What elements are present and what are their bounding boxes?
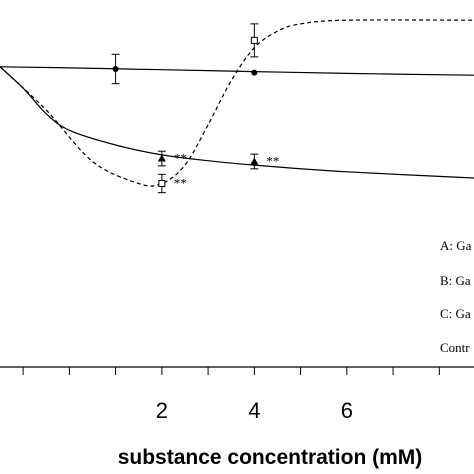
significance-label: ** (174, 176, 187, 191)
significance-label: ** (174, 151, 187, 166)
series-line-1 (0, 66, 474, 76)
legend-entry: A: Ga (440, 238, 472, 253)
plot-area: ** ** ** (0, 19, 474, 194)
data-point-circle (112, 65, 119, 72)
x-axis-label: substance concentration (mM) (118, 446, 423, 469)
significance-label: ** (266, 153, 279, 168)
data-point-triangle (250, 157, 259, 165)
legend-entry: B: Ga (440, 273, 471, 288)
data-point-square (250, 36, 258, 44)
x-tick-label: 6 (341, 398, 353, 423)
data-point-square (158, 180, 166, 187)
legend-entry: C: Ga (440, 306, 471, 321)
series-line-3 (0, 19, 474, 187)
data-point-triangle (157, 154, 166, 162)
x-axis: 2 4 6 (0, 366, 474, 423)
x-tick-label: 2 (156, 398, 168, 423)
data-point-circle (251, 69, 258, 76)
legend: A: Ga B: Ga C: Ga Contr (440, 238, 472, 355)
legend-entry: Contr (440, 340, 470, 355)
x-tick-label: 4 (248, 398, 260, 423)
series-line-2 (0, 66, 474, 179)
